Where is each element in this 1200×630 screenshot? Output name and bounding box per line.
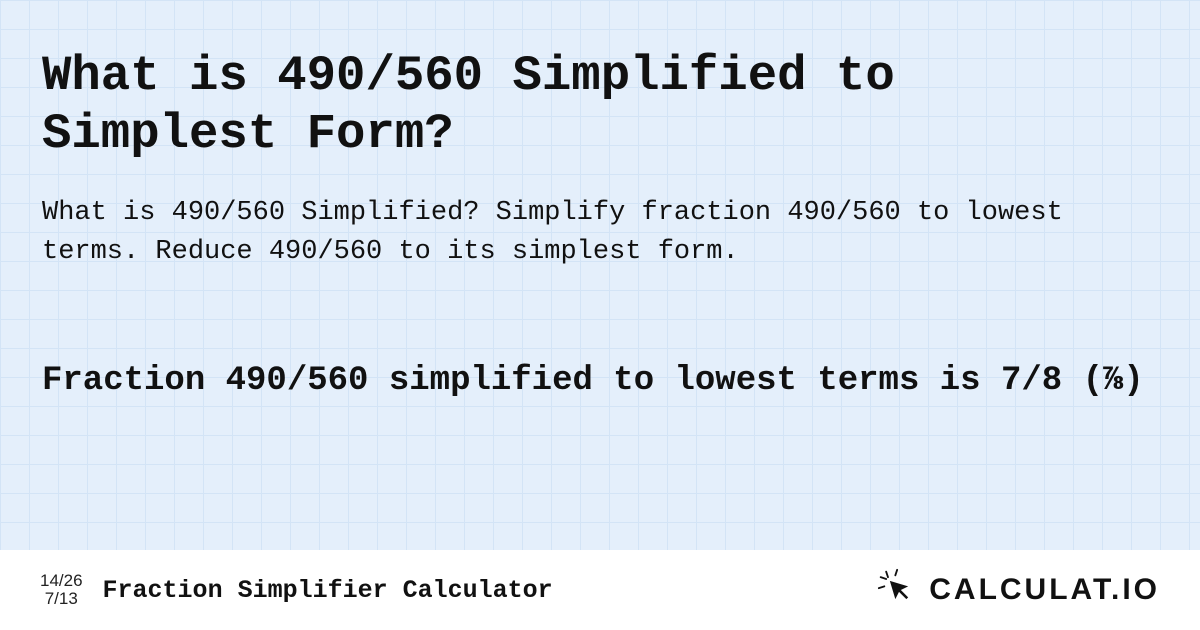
cursor-click-icon — [877, 568, 921, 612]
description-text: What is 490/560 Simplified? Simplify fra… — [42, 194, 1142, 272]
brand-text: CALCULAT.IO — [929, 573, 1160, 607]
app-name: Fraction Simplifier Calculator — [103, 576, 553, 605]
footer-left: 14/26 7/13 Fraction Simplifier Calculato… — [40, 572, 553, 608]
answer-text: Fraction 490/560 simplified to lowest te… — [42, 358, 1158, 405]
logo-fraction-top: 14/26 — [40, 572, 83, 590]
page-title: What is 490/560 Simplified to Simplest F… — [42, 48, 1158, 164]
logo-fraction-bottom: 7/13 — [45, 590, 78, 608]
footer-bar: 14/26 7/13 Fraction Simplifier Calculato… — [0, 550, 1200, 630]
content-area: What is 490/560 Simplified to Simplest F… — [0, 0, 1200, 405]
brand: CALCULAT.IO — [877, 568, 1160, 612]
logo-fractions: 14/26 7/13 — [40, 572, 83, 608]
